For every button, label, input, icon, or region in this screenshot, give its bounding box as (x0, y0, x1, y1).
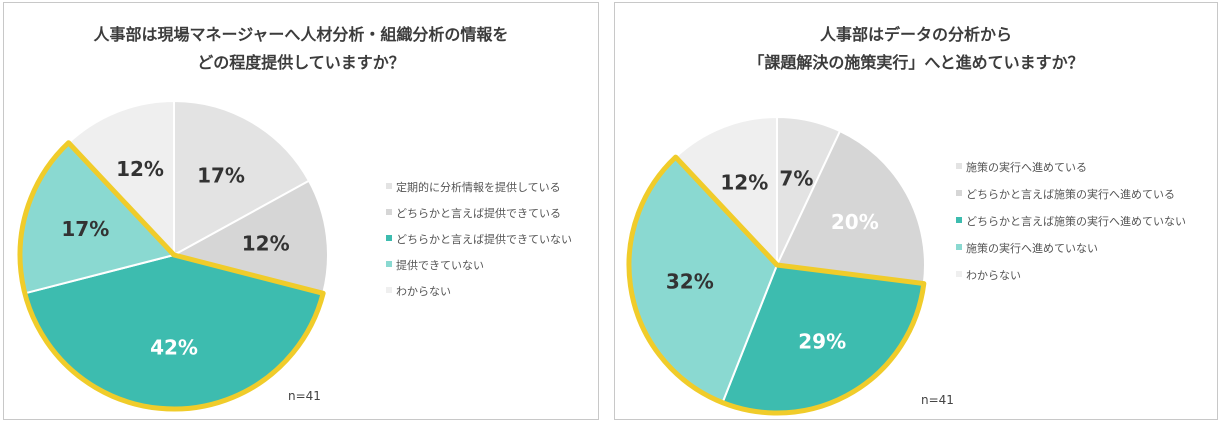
legend-item: 定期的に分析情報を提供している (386, 179, 572, 205)
chart-legend: 定期的に分析情報を提供している どちらかと言えば提供できている どちらかと言えば提供… (386, 179, 572, 309)
legend-swatch (386, 287, 392, 293)
chart-title-line-1: 人事部は現場マネージャーへ人材分析・組織分析の情報を (93, 25, 509, 44)
pie-chart: 17% 12% 42% 17% 12% (17, 99, 329, 412)
slice-label: 12% (720, 170, 768, 194)
legend-label: 施策の実行へ進めていない (966, 242, 1098, 255)
legend-item: 提供できていない (386, 257, 572, 283)
legend-swatch (386, 261, 392, 267)
chart-panel-2: 人事部はデータの分析から 「課題解決の施策実行」へと進めていますか？ 7% 20%… (614, 2, 1218, 420)
slice-label: 17% (61, 217, 109, 241)
legend-label: わからない (966, 269, 1021, 282)
slice-label: 12% (116, 157, 164, 181)
pie-slice (775, 129, 926, 285)
chart-title-line-1: 人事部はデータの分析から (819, 25, 1012, 44)
legend-item: どちらかと言えば提供できていない (386, 231, 572, 257)
chart-title: 人事部はデータの分析から 「課題解決の施策実行」へと進めていますか？ (615, 21, 1217, 77)
legend-item: 施策の実行へ進めていない (956, 240, 1186, 267)
legend-swatch (956, 271, 962, 277)
pie-slice (67, 99, 175, 258)
legend-swatch (386, 183, 392, 189)
legend-label: どちらかと言えば施策の実行へ進めている (966, 188, 1175, 201)
legend-item: わからない (956, 267, 1186, 294)
slice-label: 32% (666, 270, 714, 294)
chart-title: 人事部は現場マネージャーへ人材分析・組織分析の情報を どの程度提供していますか？ (4, 21, 598, 77)
legend-swatch (956, 163, 962, 169)
legend-item: 施策の実行へ進めている (956, 159, 1186, 186)
slice-label: 17% (197, 164, 245, 188)
legend-label: どちらかと言えば施策の実行へ進めていない (966, 215, 1186, 228)
legend-label: 定期的に分析情報を提供している (396, 181, 561, 194)
highlight-outline (17, 140, 326, 412)
slice-label: 20% (831, 210, 879, 234)
sample-size-note: n=41 (921, 393, 954, 407)
slice-label: 7% (779, 166, 813, 190)
pie-slice (674, 115, 778, 268)
slice-label: 42% (150, 335, 198, 359)
highlight-outline (626, 154, 927, 416)
legend-swatch (956, 244, 962, 250)
legend-label: 施策の実行へ進めている (966, 161, 1087, 174)
legend-swatch (386, 209, 392, 215)
legend-item: どちらかと言えば提供できている (386, 205, 572, 231)
chart-title-line-2: どの程度提供していますか？ (197, 53, 405, 72)
legend-swatch (956, 217, 962, 223)
legend-label: どちらかと言えば提供できていない (396, 233, 572, 246)
legend-item: どちらかと言えば施策の実行へ進めていない (956, 213, 1186, 240)
slice-label: 29% (798, 329, 846, 353)
pie-slice (171, 179, 329, 295)
chart-panel-1: 人事部は現場マネージャーへ人材分析・組織分析の情報を どの程度提供していますか？… (3, 2, 599, 420)
chart-title-line-2: 「課題解決の施策実行」へと進めていますか？ (748, 53, 1084, 72)
legend-swatch (956, 190, 962, 196)
legend-item: わからない (386, 283, 572, 309)
legend-swatch (386, 235, 392, 241)
legend-label: わからない (396, 285, 451, 298)
slice-label: 12% (242, 231, 290, 255)
legend-label: 提供できていない (396, 259, 484, 272)
legend-label: どちらかと言えば提供できている (396, 207, 561, 220)
chart-legend: 施策の実行へ進めているどちらかと言えば施策の実行へ進めている どちらかと言えば施策… (956, 159, 1186, 294)
pie-chart: 7% 20% 29% 32% 12% (626, 115, 927, 416)
legend-item: どちらかと言えば施策の実行へ進めている (956, 186, 1186, 213)
pie-slice (173, 99, 311, 257)
sample-size-note: n=41 (288, 389, 321, 403)
